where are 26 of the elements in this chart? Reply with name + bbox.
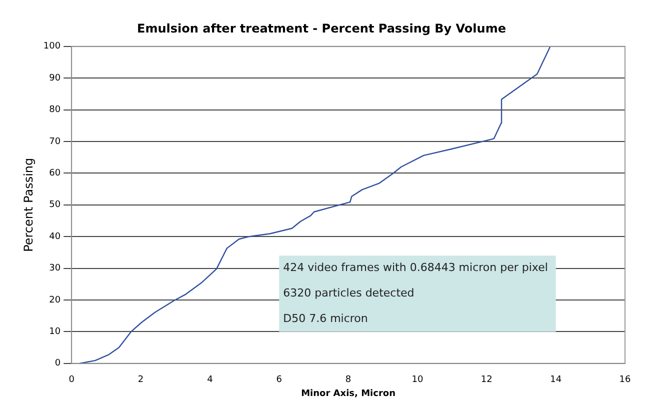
x-tick-label: 14 (550, 375, 562, 386)
annotation: 6320 particles detected (283, 286, 414, 300)
x-tick-label: 12 (480, 375, 492, 386)
y-tick-label: 30 (49, 264, 61, 274)
x-tick-label: 2 (138, 375, 144, 386)
y-tick-label: 50 (49, 200, 61, 210)
y-tick-label: 70 (49, 136, 61, 147)
annotation: 424 video frames with 0.68443 micron per pixel (283, 261, 548, 274)
chart-title: Emulsion after treatment - Percent Passing By Volume (137, 21, 506, 36)
x-tick-label: 6 (276, 375, 282, 386)
x-axis-title: Minor Axis, Micron (301, 388, 396, 399)
y-axis-title: Percent Passing (21, 158, 36, 252)
y-tick-label: 20 (49, 295, 61, 306)
x-tick-label: 16 (619, 375, 631, 386)
x-tick-label: 0 (68, 375, 75, 386)
y-tick-label: 80 (49, 105, 61, 116)
y-tick-label: 100 (43, 42, 61, 52)
annotation: D50 7.6 micron (283, 312, 368, 325)
y-tick-label: 90 (49, 73, 61, 84)
y-tick-label: 0 (54, 358, 61, 369)
x-tick-label: 8 (345, 375, 352, 386)
y-tick-label: 10 (49, 327, 61, 338)
y-tick-label: 60 (49, 168, 61, 179)
x-tick-label: 10 (412, 375, 424, 386)
y-tick-label: 40 (49, 232, 61, 242)
x-tick-label: 4 (207, 375, 214, 386)
